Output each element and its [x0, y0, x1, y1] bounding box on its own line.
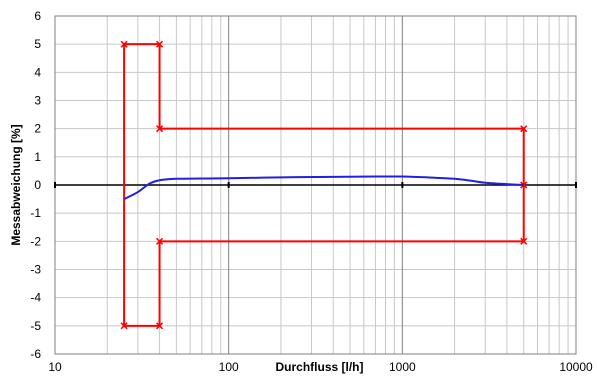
x-tick-label: 100 [219, 360, 239, 374]
y-tick-label: 4 [34, 65, 41, 79]
y-tick-label: 1 [34, 150, 41, 164]
upper-limit-marker [120, 40, 128, 48]
upper-limit-marker [156, 125, 164, 133]
lower-limit-marker [156, 322, 164, 330]
x-tick-label: 1000 [389, 360, 416, 374]
y-tick-label: -6 [30, 347, 41, 361]
x-tick-label: 10000 [559, 360, 593, 374]
y-tick-label: 0 [34, 178, 41, 192]
upper-limit-marker [520, 125, 528, 133]
y-tick-labels: -6 -5 -4 -3 -2 -1 0 1 2 3 4 5 6 [30, 9, 41, 361]
y-tick-label: 3 [34, 94, 41, 108]
upper-limit-marker [156, 40, 164, 48]
y-tick-label: -1 [30, 206, 41, 220]
y-tick-label: -3 [30, 263, 41, 277]
y-tick-label: -2 [30, 234, 41, 248]
upper-limit-line [123, 43, 525, 200]
lower-limit-marker [520, 237, 528, 245]
zero-axis [54, 182, 577, 188]
lower-limit-line [123, 185, 525, 327]
y-tick-label: -4 [30, 291, 41, 305]
y-tick-label: -5 [30, 319, 41, 333]
lower-limit-marker [120, 322, 128, 330]
y-tick-label: 6 [34, 9, 41, 23]
measurement-line [123, 175, 524, 200]
x-axis-title: Durchfluss [l/h] [275, 360, 363, 374]
x-tick-labels: 10 100 1000 10000 [48, 360, 593, 374]
series-layer [120, 40, 528, 330]
y-axis-title: Messabweichung [%] [9, 124, 23, 245]
y-tick-label: 2 [34, 122, 41, 136]
y-tick-label: 5 [34, 37, 41, 51]
x-tick-label: 10 [48, 360, 62, 374]
lower-limit-marker [156, 237, 164, 245]
